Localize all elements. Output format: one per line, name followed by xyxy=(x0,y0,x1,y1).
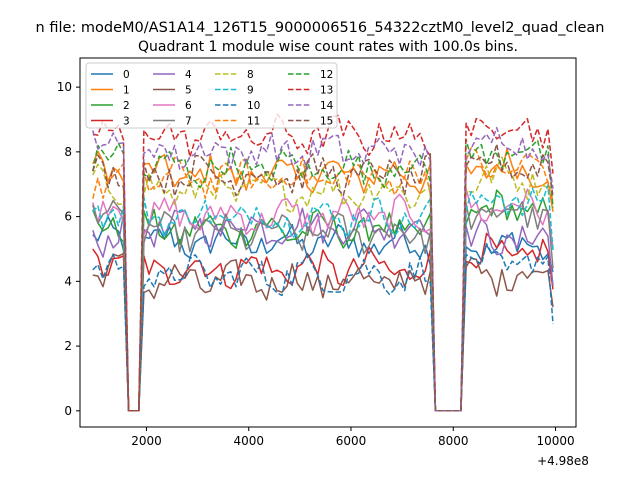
series-line-8 xyxy=(92,156,554,412)
legend-label-7: 7 xyxy=(185,116,192,128)
series-line-2 xyxy=(92,189,554,412)
y-tick-label: 4 xyxy=(64,274,72,288)
y-tick-label: 10 xyxy=(57,80,72,94)
legend-label-5: 5 xyxy=(185,85,192,97)
legend-label-6: 6 xyxy=(185,100,192,112)
y-tick-label: 2 xyxy=(64,339,72,353)
chart-title: Quadrant 1 module wise count rates with … xyxy=(138,39,518,55)
figure-suptitle: n file: modeM0/AS1A14_126T15_9000006516_… xyxy=(36,20,605,36)
legend-label-13: 13 xyxy=(320,85,333,97)
legend-label-1: 1 xyxy=(123,85,130,97)
x-axis: 2000 4000 6000 8000 10000 xyxy=(131,427,575,448)
legend-label-14: 14 xyxy=(320,100,334,112)
y-tick-label: 0 xyxy=(64,404,72,418)
series-line-4 xyxy=(92,207,554,412)
y-tick-label: 8 xyxy=(64,145,72,159)
series-line-5 xyxy=(92,252,554,412)
x-tick-label: 6000 xyxy=(336,434,367,448)
series-line-3 xyxy=(92,232,554,412)
legend-label-4: 4 xyxy=(185,69,192,81)
legend-label-8: 8 xyxy=(247,69,254,81)
x-tick-label: 8000 xyxy=(438,434,469,448)
legend-label-11: 11 xyxy=(247,116,260,128)
series-line-15 xyxy=(92,143,554,412)
series-line-7 xyxy=(92,199,554,412)
series-line-12 xyxy=(92,138,554,412)
legend-label-10: 10 xyxy=(247,100,260,112)
legend-label-12: 12 xyxy=(320,69,333,81)
legend-label-0: 0 xyxy=(123,69,130,81)
axes-frame xyxy=(79,57,577,428)
x-offset-label: +4.98e8 xyxy=(537,454,589,468)
legend-label-3: 3 xyxy=(123,116,130,128)
x-tick-label: 4000 xyxy=(233,434,264,448)
series-line-9 xyxy=(92,184,554,412)
series-line-14 xyxy=(92,126,554,412)
legend-label-15: 15 xyxy=(320,116,333,128)
x-tick-label: 2000 xyxy=(131,434,162,448)
y-axis: 0 2 4 6 8 10 xyxy=(57,80,80,418)
series-line-6 xyxy=(92,187,554,412)
y-tick-label: 6 xyxy=(64,210,72,224)
legend-label-2: 2 xyxy=(123,100,130,112)
legend-label-9: 9 xyxy=(247,85,254,97)
legend-frame xyxy=(85,62,338,129)
series-layer xyxy=(92,113,554,412)
series-line-10 xyxy=(92,242,554,412)
x-tick-label: 10000 xyxy=(536,434,574,448)
